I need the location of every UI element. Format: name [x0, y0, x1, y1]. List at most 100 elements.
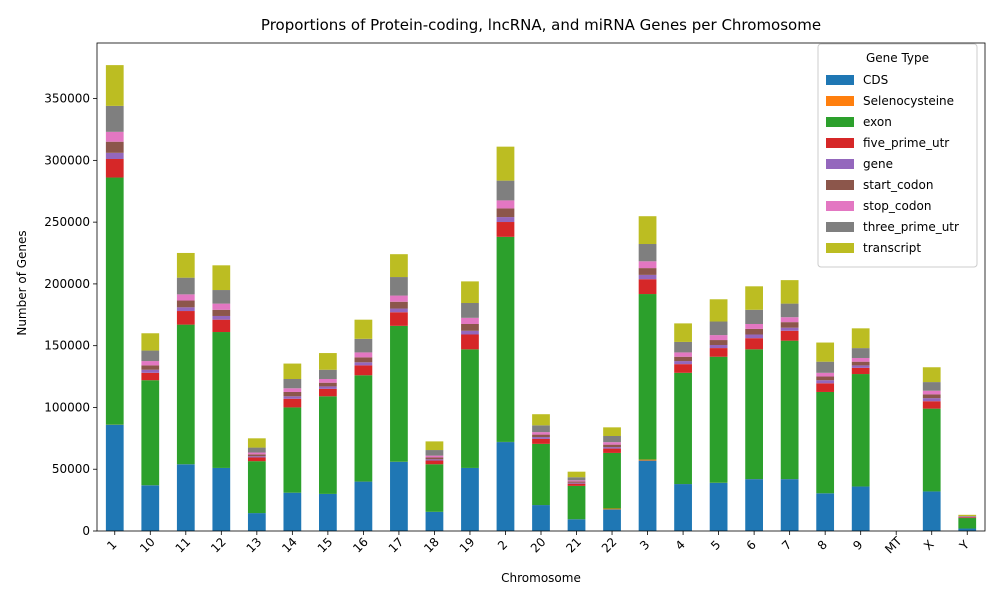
x-tick-label-chr-6: 6	[744, 538, 759, 553]
bar-segment-cds-chr-x	[922, 491, 941, 531]
bar-segment-stop-codon-chr-2	[496, 200, 515, 209]
x-tick-label-chr-mt: MT	[882, 533, 905, 556]
x-tick-label-chr-9: 9	[850, 538, 865, 553]
bar-segment-exon-chr-18	[425, 464, 444, 512]
x-axis-title: Chromosome	[501, 571, 581, 585]
legend-swatch-cds	[826, 75, 854, 85]
x-tick-label-chr-2: 2	[495, 538, 510, 553]
x-tick-label-chr-21: 21	[563, 535, 584, 556]
legend-swatch-five-prime-utr	[826, 138, 854, 148]
bar-segment-three-prime-utr-chr-4	[674, 341, 692, 353]
bar-segment-five-prime-utr-chr-20	[532, 438, 550, 444]
bar-segment-start-codon-chr-9	[851, 361, 870, 366]
bar-segment-five-prime-utr-chr-14	[283, 398, 302, 408]
bar-segment-three-prime-utr-chr-20	[532, 425, 550, 433]
bar-segment-five-prime-utr-chr-7	[780, 330, 799, 341]
bar-segment-three-prime-utr-chr-18	[425, 450, 444, 456]
bar-segment-cds-chr-18	[425, 511, 444, 531]
y-tick-label: 150000	[44, 339, 90, 353]
bar-segment-transcript-chr-19	[461, 281, 479, 303]
bar-segment-selenocysteine-chr-3	[638, 459, 657, 461]
bar-segment-gene-chr-15	[319, 386, 337, 389]
bar-segment-three-prime-utr-chr-17	[390, 277, 408, 296]
bar-segment-start-codon-chr-11	[176, 300, 195, 308]
y-tick-label: 100000	[44, 400, 90, 414]
x-tick-label-chr-16: 16	[350, 535, 371, 556]
y-tick-label: 200000	[44, 277, 90, 291]
bar-segment-stop-codon-chr-8	[816, 372, 835, 377]
bar-segment-cds-chr-19	[461, 467, 479, 531]
bar-segment-three-prime-utr-chr-11	[176, 277, 195, 295]
bar-segment-stop-codon-chr-3	[638, 261, 657, 269]
bar-segment-exon-chr-21	[567, 485, 586, 520]
bar-segment-gene-chr-21	[567, 482, 586, 484]
bar-segment-stop-codon-chr-x	[922, 390, 941, 395]
bar-segment-exon-chr-11	[176, 324, 195, 465]
bar-segment-five-prime-utr-chr-19	[461, 334, 479, 350]
bar-segment-stop-codon-chr-18	[425, 455, 444, 458]
bar-segment-exon-chr-6	[745, 349, 763, 480]
legend-label-selenocysteine: Selenocysteine	[863, 94, 954, 108]
bar-segment-transcript-chr-20	[532, 414, 550, 426]
bar-segment-stop-codon-chr-21	[567, 480, 586, 482]
bar-segment-three-prime-utr-chr-5	[709, 321, 728, 336]
bar-segment-transcript-chr-14	[283, 363, 302, 380]
x-tick-label-chr-y: Y	[956, 537, 972, 553]
bar-segment-cds-chr-16	[354, 481, 373, 531]
bar-segment-three-prime-utr-chr-x	[922, 382, 941, 391]
bar-segment-start-codon-chr-16	[354, 357, 373, 363]
bar-segment-cds-chr-2	[496, 442, 515, 531]
bar-segment-start-codon-chr-8	[816, 376, 835, 381]
bar-segment-start-codon-chr-6	[745, 328, 763, 335]
bar-segment-cds-chr-8	[816, 493, 835, 531]
y-tick-label: 0	[82, 524, 90, 538]
bar-segment-stop-codon-chr-1	[105, 131, 124, 142]
bar-segment-exon-chr-19	[461, 349, 479, 468]
bar-segment-start-codon-chr-7	[780, 322, 799, 328]
bar-segment-transcript-chr-6	[745, 286, 763, 310]
bar-segment-transcript-chr-4	[674, 323, 692, 342]
legend-swatch-exon	[826, 117, 854, 127]
bar-segment-three-prime-utr-chr-13	[247, 447, 266, 453]
bar-segment-start-codon-chr-13	[247, 454, 266, 457]
bar-segment-three-prime-utr-chr-19	[461, 302, 479, 318]
bar-segment-transcript-chr-22	[603, 427, 621, 436]
bar-segment-stop-codon-chr-9	[851, 357, 870, 362]
bar-segment-exon-chr-4	[674, 372, 692, 484]
legend: Gene Type CDS Selenocysteine exon five_prime…	[817, 43, 978, 268]
legend-label-five-prime-utr: five_prime_utr	[863, 136, 949, 150]
bar-segment-start-codon-chr-2	[496, 208, 515, 218]
bar-segment-exon-chr-5	[709, 356, 728, 483]
y-tick-label: 250000	[44, 215, 90, 229]
bar-segment-exon-chr-1	[105, 177, 124, 425]
bar-segment-stop-codon-chr-15	[319, 379, 337, 383]
bar-segment-gene-chr-13	[247, 456, 266, 458]
bar-segment-cds-chr-3	[638, 460, 657, 531]
x-tick-label-chr-12: 12	[208, 535, 229, 556]
bar-segment-cds-chr-1	[105, 424, 124, 531]
legend-label-three-prime-utr: three_prime_utr	[863, 220, 959, 234]
legend-label-gene: gene	[863, 157, 893, 171]
bar-segment-transcript-chr-y	[958, 514, 977, 517]
bar-segment-three-prime-utr-chr-2	[496, 180, 515, 201]
x-tick-label-chr-20: 20	[528, 535, 549, 556]
bar-segment-cds-chr-15	[319, 493, 337, 531]
bar-segment-five-prime-utr-chr-10	[141, 372, 160, 381]
bar-segment-transcript-chr-12	[212, 265, 231, 291]
bar-segment-cds-chr-13	[247, 513, 266, 531]
bar-segment-three-prime-utr-chr-1	[105, 105, 124, 132]
bar-segment-stop-codon-chr-10	[141, 361, 160, 366]
bar-segment-transcript-chr-11	[176, 252, 195, 278]
bar-segment-three-prime-utr-chr-16	[354, 338, 373, 353]
bar-segment-five-prime-utr-chr-15	[319, 388, 337, 397]
bar-segment-transcript-chr-15	[319, 353, 337, 370]
bar-segment-stop-codon-chr-12	[212, 303, 231, 310]
bar-segment-stop-codon-chr-5	[709, 335, 728, 341]
bar-segment-five-prime-utr-chr-4	[674, 364, 692, 373]
bar-segment-exon-chr-14	[283, 407, 302, 493]
x-tick-label-chr-17: 17	[386, 535, 407, 556]
legend-label-exon: exon	[863, 115, 892, 129]
x-tick-label-chr-15: 15	[315, 535, 336, 556]
bar-segment-gene-chr-5	[709, 344, 728, 349]
